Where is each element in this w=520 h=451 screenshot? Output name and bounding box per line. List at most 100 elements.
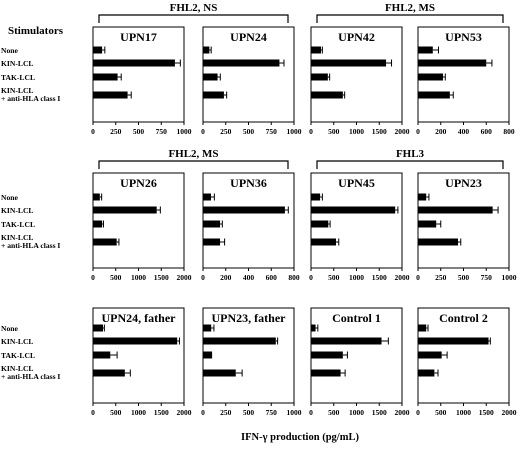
data-bar [93, 59, 175, 67]
data-bar [203, 59, 280, 67]
tick-label: 1500 [154, 408, 169, 417]
tick-label: 600 [481, 127, 493, 136]
error-bar [220, 238, 226, 246]
error-bar [315, 324, 319, 332]
panel-title: UPN42 [338, 30, 375, 44]
panel-title: UPN23, father [212, 311, 287, 325]
error-bar [426, 193, 430, 201]
data-bar [203, 238, 221, 246]
tick-label: 250 [220, 408, 232, 417]
panel-title: UPN45 [338, 176, 375, 190]
tick-label: 0 [91, 273, 95, 282]
data-bar [203, 337, 276, 345]
tick-label: 1000 [349, 273, 364, 282]
error-bar [434, 369, 439, 377]
error-bar [386, 59, 393, 67]
error-bar [275, 337, 279, 345]
tick-label: 2000 [395, 273, 410, 282]
error-bar [235, 369, 243, 377]
error-bar [443, 73, 446, 81]
error-bar [492, 206, 499, 214]
data-bar [93, 91, 128, 99]
panel-title: UPN24 [230, 30, 267, 44]
data-bar [418, 46, 433, 54]
tick-label: 0 [416, 273, 420, 282]
stimulator-label: KIN-LCL [1, 86, 34, 95]
tick-label: 250 [220, 127, 232, 136]
tick-label: 1000 [349, 127, 364, 136]
tick-label: 500 [328, 127, 340, 136]
data-bar [418, 220, 437, 228]
tick-label: 0 [416, 408, 420, 417]
error-bar [320, 193, 323, 201]
error-bar [441, 351, 448, 359]
data-bar [203, 91, 224, 99]
group-bracket [98, 160, 289, 169]
tick-label: 800 [288, 273, 300, 282]
tick-label: 2000 [395, 127, 410, 136]
tick-label: 500 [243, 408, 255, 417]
tick-label: 1000 [502, 273, 517, 282]
tick-label: 1500 [372, 127, 387, 136]
error-bar [102, 220, 104, 228]
stimulator-label: + anti-HLA class I [1, 372, 60, 381]
tick-label: 1000 [349, 408, 364, 417]
error-bar [449, 91, 454, 99]
error-bar [340, 369, 346, 377]
error-bar [321, 46, 323, 54]
tick-label: 400 [243, 273, 255, 282]
panel-title: Control 1 [332, 311, 381, 325]
tick-label: 1000 [131, 273, 146, 282]
tick-label: 0 [309, 408, 313, 417]
tick-label: 2000 [502, 408, 517, 417]
panel-title: UPN23 [445, 176, 482, 190]
data-bar [418, 324, 427, 332]
stimulator-label: KIN-LCL [1, 59, 34, 68]
stimulator-label: TAK-LCL [1, 351, 35, 360]
stimulator-label: KIN-LCL [1, 337, 34, 346]
tick-label: 0 [416, 127, 420, 136]
data-bar [93, 46, 103, 54]
error-bar [284, 206, 289, 214]
data-bar [311, 59, 387, 67]
data-bar [93, 324, 104, 332]
tick-label: 0 [91, 127, 95, 136]
stimulators-header: Stimulators [8, 25, 64, 37]
error-bar [156, 206, 161, 214]
data-bar [93, 73, 118, 81]
data-bar [93, 206, 157, 214]
error-bar [336, 238, 340, 246]
tick-label: 2000 [395, 408, 410, 417]
group-bracket [316, 14, 504, 23]
data-bar [311, 206, 396, 214]
error-bar [327, 73, 331, 81]
tick-label: 200 [220, 273, 232, 282]
tick-label: 750 [266, 408, 278, 417]
data-bar [418, 206, 493, 214]
tick-label: 750 [266, 127, 278, 136]
data-bar [418, 238, 459, 246]
data-bar [311, 238, 337, 246]
tick-label: 0 [201, 408, 205, 417]
tick-label: 500 [328, 273, 340, 282]
tick-label: 1000 [177, 127, 192, 136]
tick-label: 800 [503, 127, 515, 136]
tick-label: 0 [309, 273, 313, 282]
group-label: FHL2, MS [168, 148, 218, 160]
group-bracket [98, 14, 289, 23]
tick-label: 1500 [372, 408, 387, 417]
tick-label: 250 [110, 127, 122, 136]
error-bar [174, 59, 181, 67]
data-bar [93, 369, 125, 377]
data-bar [203, 369, 236, 377]
tick-label: 1500 [479, 408, 494, 417]
panel-title: UPN53 [445, 30, 482, 44]
stimulator-label: TAK-LCL [1, 220, 35, 229]
stimulator-label: KIN-LCL [1, 233, 34, 242]
data-bar [418, 91, 450, 99]
error-bar [342, 351, 348, 359]
error-bar [211, 324, 215, 332]
data-bar [203, 324, 212, 332]
data-bar [311, 324, 316, 332]
panel-title: UPN24, father [102, 311, 177, 325]
